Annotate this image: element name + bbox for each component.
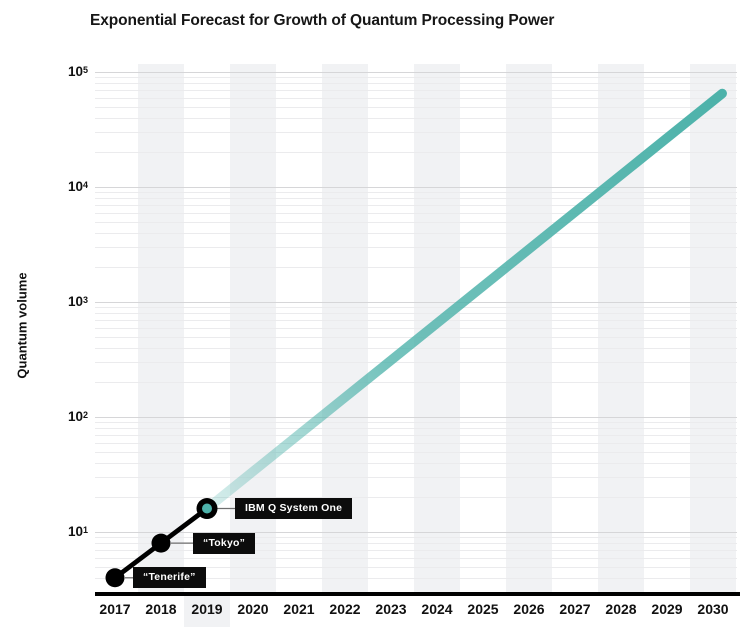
grid-line-major [95,417,737,418]
grid-line-minor [95,347,737,349]
x-tick-label-2026: 2026 [513,601,545,617]
x-tick-label-2029: 2029 [651,601,683,617]
grid-line-minor [95,77,737,79]
grid-line-minor [95,313,737,315]
grid-line-minor [95,382,737,384]
annotation-label-2018: “Tokyo” [193,532,256,554]
grid-line-minor [95,434,737,436]
y-tick-label-10e1: 101 [67,524,88,539]
grid-line-minor [95,204,737,206]
x-tick-label-2025: 2025 [467,601,499,617]
grid-line-minor [95,83,737,85]
grid-line-minor [95,106,737,108]
grid-line-minor [95,442,737,444]
y-tick-label-10e5: 105 [67,64,88,79]
grid-line-minor [95,319,737,321]
grid-line-minor [95,212,737,214]
data-point-2019-teal-center [202,503,212,514]
x-tick-label-2021: 2021 [283,601,315,617]
grid-line-minor [95,307,737,309]
y-tick-label-10e3: 103 [67,294,88,309]
grid-line-minor [95,221,737,223]
x-tick-label-2017: 2017 [99,601,131,617]
grid-line-minor [95,247,737,249]
x-tick-label-2028: 2028 [605,601,637,617]
grid-line-minor [95,198,737,200]
grid-line-minor [95,422,737,424]
grid-line-minor [95,549,737,551]
grid-line-minor [95,327,737,329]
annotation-label-2017: “Tenerife” [133,567,206,589]
grid-line-minor [95,543,737,545]
grid-line-major [95,532,737,533]
x-axis-line [95,592,740,596]
x-tick-label-2018: 2018 [145,601,177,617]
grid-line-minor [95,566,737,568]
grid-line-minor [95,537,737,539]
grid-line-minor [95,428,737,430]
grid-line-minor [95,89,737,91]
y-axis-title: Quantum volume [14,272,30,379]
grid-line-minor [95,497,737,499]
grid-line-minor [95,362,737,364]
y-tick-label-10e4: 104 [67,179,88,194]
x-tick-label-2022: 2022 [329,601,361,617]
x-tick-label-2019: 2019 [191,601,223,617]
grid-line-minor [95,577,737,579]
grid-line-minor [95,267,737,269]
grid-line-minor [95,152,737,154]
x-tick-label-2027: 2027 [559,601,591,617]
grid-line-minor [95,97,737,99]
grid-line-minor [95,132,737,134]
x-tick-label-2030: 2030 [697,601,729,617]
data-point-2019 [196,498,218,520]
x-tick-label-2023: 2023 [375,601,407,617]
chart-title: Exponential Forecast for Growth of Quant… [90,12,555,29]
grid-line-major [95,302,737,303]
grid-line-minor [95,557,737,559]
grid-line-minor [95,192,737,194]
grid-line-minor [95,232,737,234]
x-tick-label-2024: 2024 [421,601,453,617]
grid-line-major [95,72,737,73]
grid-line-minor [95,117,737,119]
grid-line-minor [95,462,737,464]
grid-line-minor [95,451,737,453]
grid-line-minor [95,336,737,338]
y-tick-label-10e2: 102 [67,409,88,424]
x-tick-label-2020: 2020 [237,601,269,617]
highlighted-year-tick-band [184,596,230,627]
grid-line-major [95,187,737,188]
grid-line-minor [95,477,737,479]
annotation-label-2019: IBM Q System One [235,498,353,520]
